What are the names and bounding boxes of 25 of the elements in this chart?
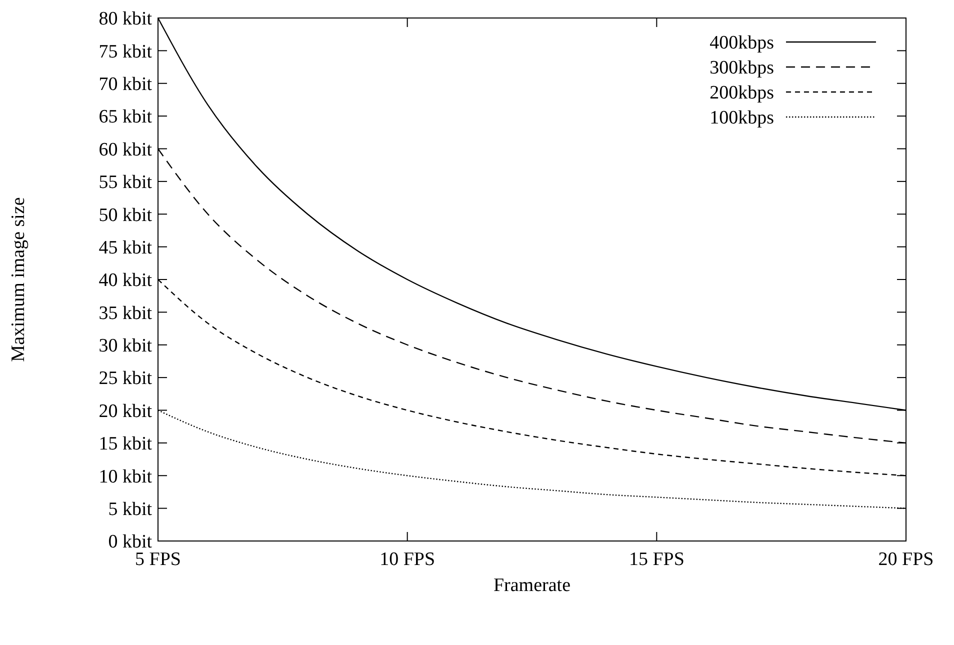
y-tick-label: 30 kbit xyxy=(98,336,153,357)
legend-label: 200kbps xyxy=(710,82,774,104)
y-tick-label: 75 kbit xyxy=(98,41,153,62)
y-tick-label: 10 kbit xyxy=(98,466,153,488)
y-axis-title: Maximum image size xyxy=(8,197,29,362)
y-tick-label: 65 kbit xyxy=(98,106,153,128)
y-tick-label: 60 kbit xyxy=(98,139,153,160)
y-tick-label: 45 kbit xyxy=(98,237,153,258)
y-tick-label: 80 kbit xyxy=(98,8,153,30)
y-tick-label: 35 kbit xyxy=(98,302,153,324)
legend-label: 100kbps xyxy=(710,108,774,129)
x-tick-label: 20 FPS xyxy=(878,549,934,570)
x-axis-title: Framerate xyxy=(493,575,571,596)
x-tick-label: 15 FPS xyxy=(628,549,684,570)
y-tick-label: 50 kbit xyxy=(98,204,153,226)
y-tick-label: 15 kbit xyxy=(98,434,153,455)
y-tick-label: 55 kbit xyxy=(98,172,153,194)
y-tick-label: 40 kbit xyxy=(98,270,153,292)
legend-label: 400kbps xyxy=(710,32,774,54)
y-tick-label: 25 kbit xyxy=(98,368,153,390)
y-tick-label: 5 kbit xyxy=(108,498,153,520)
x-tick-label: 10 FPS xyxy=(380,549,436,570)
y-tick-label: 20 kbit xyxy=(98,400,153,422)
legend-label: 300kbps xyxy=(710,58,774,79)
y-tick-label: 70 kbit xyxy=(98,74,153,96)
